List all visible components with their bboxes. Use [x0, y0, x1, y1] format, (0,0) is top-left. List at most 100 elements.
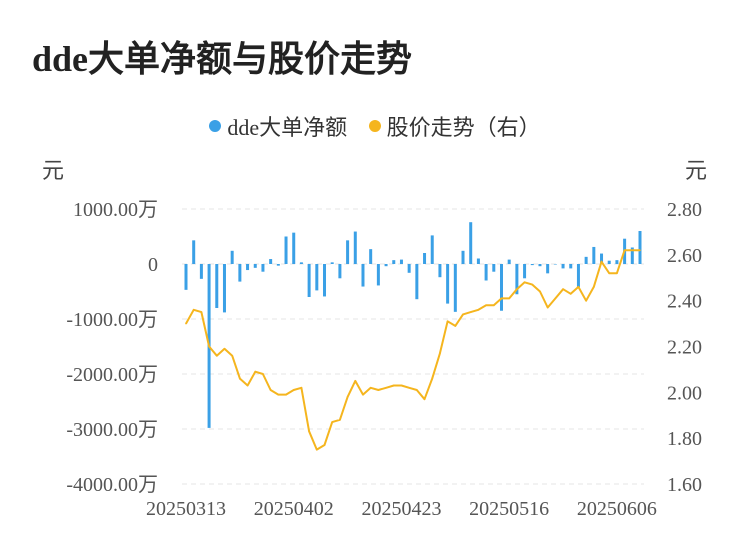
price-point: [631, 249, 634, 252]
bar[interactable]: [361, 264, 365, 287]
bar[interactable]: [407, 264, 411, 273]
price-point: [508, 297, 510, 300]
price-point: [400, 384, 403, 387]
price-point: [369, 386, 372, 389]
price-point: [246, 384, 249, 387]
bar[interactable]: [515, 264, 519, 295]
bar[interactable]: [569, 264, 573, 269]
bar[interactable]: [576, 264, 580, 288]
bar[interactable]: [369, 249, 373, 264]
bar[interactable]: [222, 264, 226, 313]
price-point: [469, 311, 472, 313]
bar[interactable]: [600, 253, 604, 264]
left-tick-label: -1000.00万: [66, 309, 158, 331]
price-point: [577, 286, 580, 288]
bar[interactable]: [184, 264, 188, 290]
bar[interactable]: [607, 260, 611, 264]
bar[interactable]: [546, 264, 550, 274]
left-tick-label: -2000.00万: [66, 364, 158, 386]
bar[interactable]: [553, 264, 557, 265]
price-point: [569, 292, 572, 295]
bar[interactable]: [507, 259, 511, 264]
price-point: [423, 398, 426, 401]
price-point: [231, 354, 233, 357]
bar[interactable]: [415, 264, 419, 300]
bar[interactable]: [246, 264, 250, 271]
bar[interactable]: [330, 262, 334, 264]
bar[interactable]: [346, 240, 350, 264]
bar[interactable]: [353, 231, 357, 264]
bar[interactable]: [299, 262, 303, 264]
bar[interactable]: [453, 264, 457, 312]
bar[interactable]: [261, 264, 265, 272]
bar[interactable]: [315, 264, 319, 291]
bar[interactable]: [461, 250, 465, 264]
price-point: [408, 386, 410, 389]
bar[interactable]: [530, 264, 534, 266]
bar[interactable]: [338, 264, 342, 279]
bar[interactable]: [630, 247, 634, 265]
bar[interactable]: [384, 264, 388, 267]
bar[interactable]: [253, 264, 257, 268]
bar[interactable]: [523, 264, 527, 279]
bar[interactable]: [423, 253, 427, 264]
bar[interactable]: [584, 256, 588, 264]
legend-item-dde[interactable]: dde大单净额: [209, 110, 347, 142]
price-point: [285, 393, 287, 396]
price-point: [200, 311, 203, 313]
price-point: [462, 313, 464, 316]
price-point: [223, 347, 226, 350]
bar[interactable]: [430, 235, 434, 264]
bar[interactable]: [592, 246, 596, 264]
bar[interactable]: [484, 264, 488, 281]
bar[interactable]: [469, 222, 473, 264]
price-point: [562, 288, 564, 291]
bar[interactable]: [215, 264, 219, 308]
x-tick-label: 20250516: [469, 498, 549, 520]
bar[interactable]: [446, 264, 450, 304]
bar[interactable]: [276, 264, 280, 266]
bar[interactable]: [538, 264, 542, 267]
bar[interactable]: [199, 264, 203, 279]
right-tick-label: 2.60: [667, 245, 702, 267]
bar[interactable]: [238, 264, 242, 282]
price-point: [500, 297, 503, 300]
bar[interactable]: [269, 259, 273, 264]
line-series: [185, 249, 641, 451]
price-point: [362, 393, 364, 396]
bar[interactable]: [492, 264, 496, 272]
right-tick-label: 2.40: [667, 291, 702, 313]
bar[interactable]: [392, 260, 396, 264]
price-point: [623, 249, 626, 252]
bar[interactable]: [615, 260, 619, 264]
price-point: [492, 304, 495, 307]
x-tick-label: 20250606: [577, 498, 657, 520]
bar[interactable]: [438, 264, 442, 278]
bar[interactable]: [561, 264, 565, 269]
price-point: [616, 272, 618, 274]
bar[interactable]: [307, 264, 311, 297]
right-axis: 2.80 2.60 2.40 2.20 2.00 1.80 1.60: [667, 199, 702, 496]
bar[interactable]: [476, 258, 480, 265]
price-line[interactable]: [185, 249, 640, 451]
price-point: [185, 322, 187, 325]
bar[interactable]: [192, 240, 196, 264]
bar[interactable]: [499, 264, 503, 311]
price-point: [546, 306, 549, 309]
bar[interactable]: [323, 264, 327, 297]
price-point: [262, 373, 264, 375]
bar[interactable]: [292, 232, 296, 264]
price-point: [254, 370, 257, 373]
price-point: [208, 345, 210, 348]
right-tick-label: 1.80: [667, 428, 702, 450]
price-point: [192, 309, 195, 311]
price-point: [269, 389, 272, 391]
bar[interactable]: [376, 264, 380, 286]
price-point: [416, 389, 418, 391]
bar[interactable]: [638, 231, 642, 264]
bar[interactable]: [399, 259, 403, 264]
price-point: [477, 309, 480, 311]
legend-item-price[interactable]: 股价走势（右）: [368, 110, 541, 142]
bar[interactable]: [230, 250, 234, 264]
bar[interactable]: [284, 236, 288, 265]
